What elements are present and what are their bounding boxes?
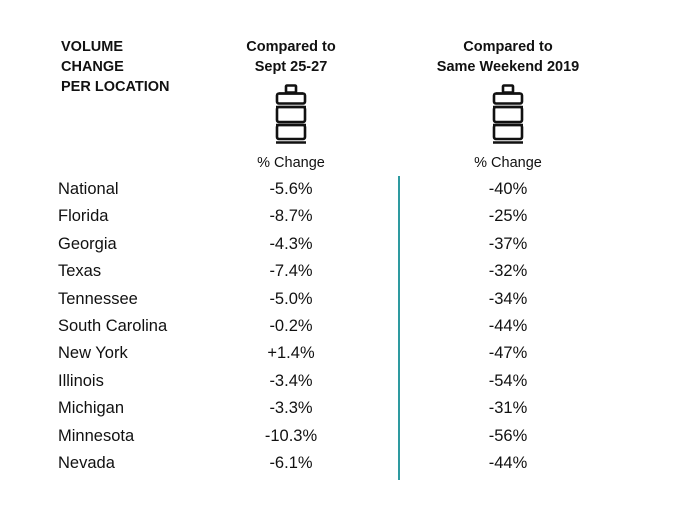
change-vs-sept: -6.1% [269,453,313,472]
location-name: Texas [58,262,102,281]
column-subheader-2019: % Change [474,155,542,171]
column-divider [398,176,400,480]
change-vs-2019: -31% [488,399,528,418]
change-vs-2019: -56% [488,426,528,445]
change-vs-2019: -44% [488,316,528,335]
change-vs-sept: -3.3% [269,399,313,418]
table-title: VOLUME CHANGE PER LOCATION [61,37,169,97]
change-vs-2019: -34% [488,289,528,308]
column-header-sept-line-1: Compared to [246,39,336,55]
table-row: Illinois -3.4% -54% [0,368,678,395]
table-row: Georgia -4.3% -37% [0,231,678,258]
title-line-3: PER LOCATION [61,79,170,95]
change-vs-sept: -4.3% [269,234,313,253]
change-vs-sept: -10.3% [264,426,318,445]
keg-icon [492,84,524,144]
location-name: Florida [58,207,109,226]
table-row: Texas -7.4% -32% [0,258,678,285]
location-name: South Carolina [58,316,168,335]
table-row: New York +1.4% -47% [0,340,678,367]
change-vs-sept: -5.0% [269,289,313,308]
location-name: Michigan [58,399,125,418]
column-header-2019-line-2: Same Weekend 2019 [436,59,580,75]
column-subheader-sept: % Change [257,155,325,171]
location-name: National [58,180,119,198]
column-header-sept: Compared to Sept 25-27 [226,37,356,77]
change-vs-sept: -5.6% [269,180,313,198]
title-line-2: CHANGE [61,59,124,75]
location-name: Tennessee [58,289,138,308]
table-row: Michigan -3.3% -31% [0,395,678,422]
table-row: Nevada -6.1% -44% [0,450,678,477]
location-name: Nevada [58,453,115,472]
location-name: Georgia [58,234,117,253]
location-name: New York [58,344,128,363]
table-row: South Carolina -0.2% -44% [0,313,678,340]
change-vs-2019: -25% [488,207,528,226]
change-vs-sept: -7.4% [269,262,313,281]
title-line-1: VOLUME [61,39,124,55]
change-vs-sept: -8.7% [269,207,313,226]
change-vs-2019: -47% [488,344,528,363]
change-vs-sept: +1.4% [267,344,315,363]
table-row: Florida -8.7% -25% [0,203,678,230]
change-vs-sept: -3.4% [269,371,313,390]
change-vs-2019: -32% [488,262,528,281]
data-table: National -5.6% -40% Florida -8.7% -25% G… [0,176,678,477]
table-row: National -5.6% -40% [0,176,678,203]
location-name: Minnesota [58,426,135,445]
table-row: Minnesota -10.3% -56% [0,423,678,450]
table-row: Tennessee -5.0% -34% [0,286,678,313]
change-vs-2019: -44% [488,453,528,472]
keg-icon [275,84,307,144]
change-vs-sept: -0.2% [269,316,313,335]
column-header-2019: Compared to Same Weekend 2019 [420,37,596,77]
change-vs-2019: -40% [488,180,528,198]
column-header-2019-line-1: Compared to [463,39,553,55]
change-vs-2019: -37% [488,234,528,253]
column-header-sept-line-2: Sept 25-27 [254,59,328,75]
location-name: Illinois [58,371,104,390]
change-vs-2019: -54% [488,371,528,390]
